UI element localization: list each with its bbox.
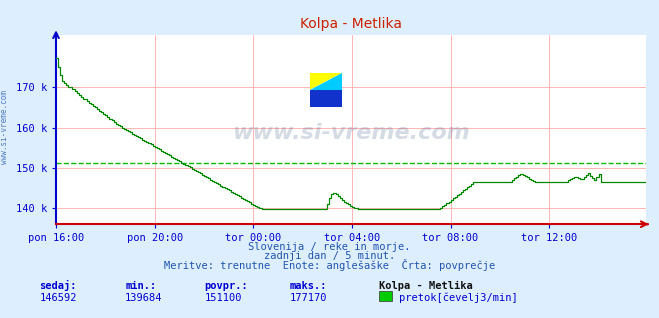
Title: Kolpa - Metlika: Kolpa - Metlika bbox=[300, 17, 402, 31]
Text: 139684: 139684 bbox=[125, 294, 163, 303]
Polygon shape bbox=[310, 73, 342, 90]
Text: 146592: 146592 bbox=[40, 294, 77, 303]
Text: sedaj:: sedaj: bbox=[40, 280, 77, 291]
Polygon shape bbox=[310, 73, 342, 90]
Text: www.si-vreme.com: www.si-vreme.com bbox=[0, 90, 9, 164]
Text: maks.:: maks.: bbox=[290, 281, 328, 291]
Text: www.si-vreme.com: www.si-vreme.com bbox=[232, 123, 470, 143]
Text: Slovenija / reke in morje.: Slovenija / reke in morje. bbox=[248, 242, 411, 252]
Text: pretok[čevelj3/min]: pretok[čevelj3/min] bbox=[399, 293, 517, 303]
Text: povpr.:: povpr.: bbox=[204, 281, 248, 291]
Text: Kolpa - Metlika: Kolpa - Metlika bbox=[379, 281, 473, 291]
Polygon shape bbox=[310, 90, 342, 107]
Text: Meritve: trenutne  Enote: anglešaške  Črta: povprečje: Meritve: trenutne Enote: anglešaške Črta… bbox=[164, 259, 495, 271]
Text: min.:: min.: bbox=[125, 281, 156, 291]
Text: 177170: 177170 bbox=[290, 294, 328, 303]
Text: 151100: 151100 bbox=[204, 294, 242, 303]
Text: zadnji dan / 5 minut.: zadnji dan / 5 minut. bbox=[264, 251, 395, 261]
